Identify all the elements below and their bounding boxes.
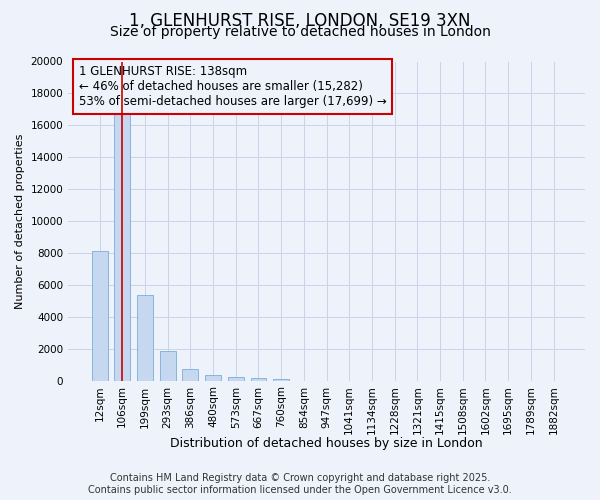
Text: 1 GLENHURST RISE: 138sqm
← 46% of detached houses are smaller (15,282)
53% of se: 1 GLENHURST RISE: 138sqm ← 46% of detach… (79, 64, 386, 108)
Y-axis label: Number of detached properties: Number of detached properties (15, 134, 25, 308)
Text: Contains HM Land Registry data © Crown copyright and database right 2025.
Contai: Contains HM Land Registry data © Crown c… (88, 474, 512, 495)
Bar (205, 376, 221, 380)
Bar (251, 378, 266, 380)
Bar (115, 114, 130, 380)
Bar (137, 295, 153, 380)
Text: Size of property relative to detached houses in London: Size of property relative to detached ho… (110, 25, 490, 39)
Bar (160, 351, 176, 380)
X-axis label: Distribution of detached houses by size in London: Distribution of detached houses by size … (170, 437, 483, 450)
Bar (92, 250, 107, 380)
Bar (182, 368, 199, 380)
Bar (228, 377, 244, 380)
Text: 1, GLENHURST RISE, LONDON, SE19 3XN: 1, GLENHURST RISE, LONDON, SE19 3XN (129, 12, 471, 30)
Bar (273, 378, 289, 380)
